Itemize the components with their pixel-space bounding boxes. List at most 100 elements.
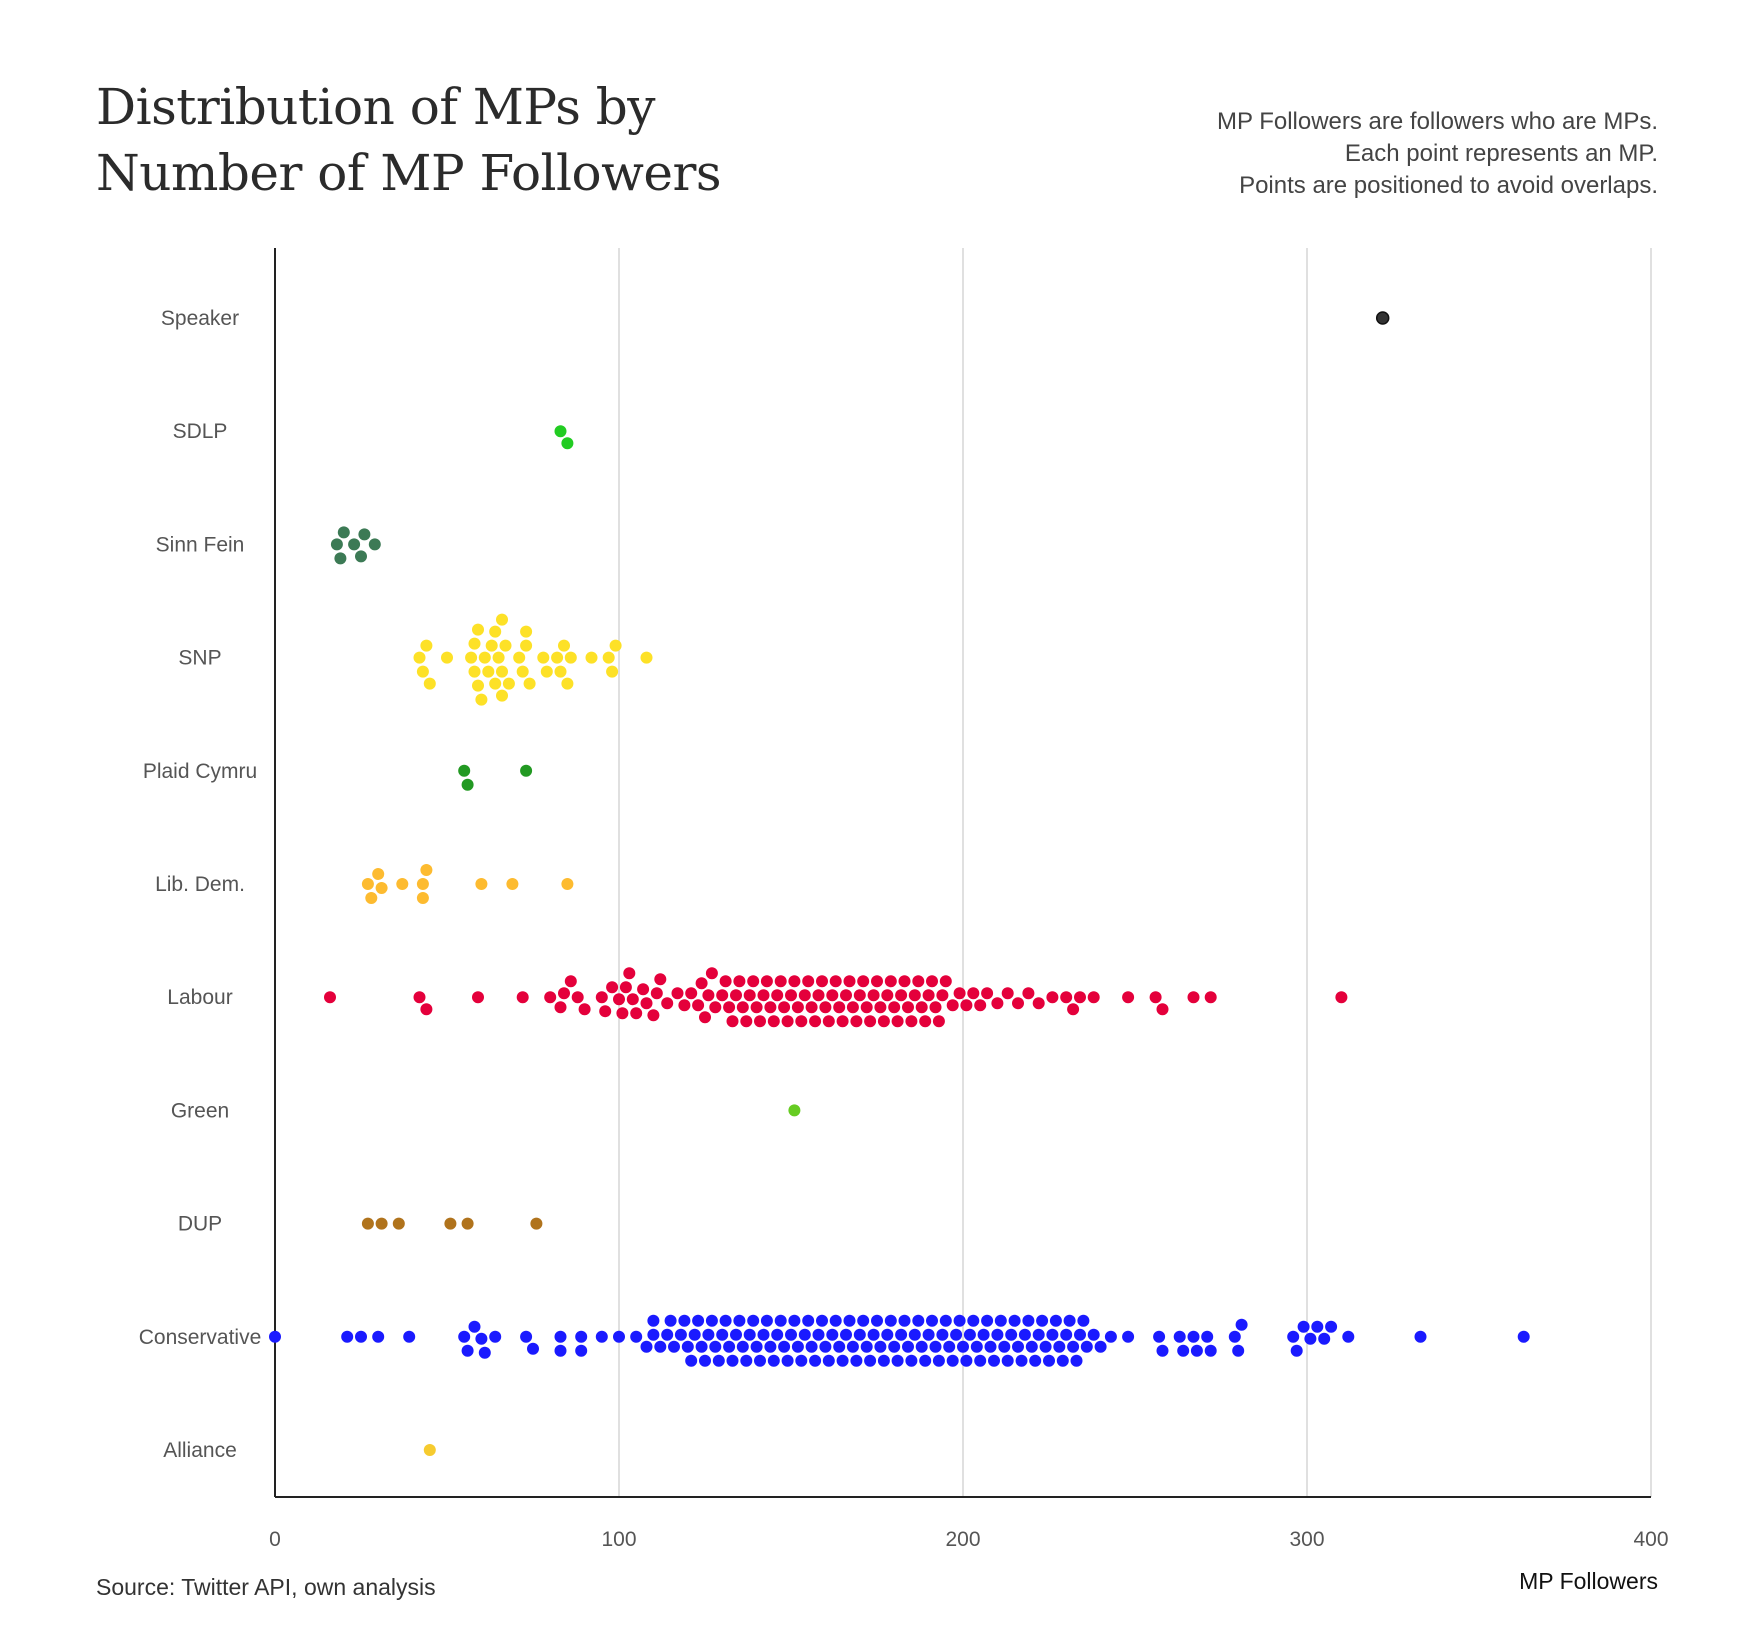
- data-point: [375, 882, 388, 894]
- data-point: [1063, 1314, 1076, 1327]
- category-label: Conservative: [139, 1326, 262, 1349]
- data-point: [757, 989, 770, 1002]
- data-point: [654, 973, 667, 986]
- note-line-2: Each point represents an MP.: [1344, 140, 1658, 167]
- data-point: [1122, 1330, 1135, 1343]
- data-point: [334, 552, 347, 565]
- data-point: [324, 991, 336, 1004]
- category-label: Plaid Cymru: [143, 760, 257, 783]
- data-point: [650, 987, 663, 1000]
- data-point: [981, 987, 994, 1000]
- data-point: [554, 425, 567, 438]
- data-point: [647, 1009, 660, 1022]
- data-point: [416, 892, 429, 904]
- data-point: [991, 1328, 1004, 1341]
- data-point: [857, 975, 870, 988]
- data-point: [946, 1354, 959, 1367]
- data-point: [1029, 1354, 1042, 1367]
- data-point: [957, 1340, 969, 1353]
- data-point: [898, 975, 911, 988]
- data-point: [730, 989, 742, 1002]
- data-point: [475, 878, 488, 890]
- data-point: [767, 1015, 780, 1028]
- data-point: [502, 677, 515, 690]
- data-point: [1025, 1340, 1038, 1353]
- data-point: [671, 987, 684, 1000]
- source-note: Source: Twitter API, own analysis: [96, 1574, 436, 1600]
- data-point: [375, 1217, 388, 1230]
- data-point: [919, 1015, 932, 1028]
- data-point: [723, 1001, 736, 1014]
- data-point: [1087, 1328, 1100, 1341]
- data-point: [905, 1015, 918, 1028]
- data-point: [458, 764, 471, 777]
- data-point: [1001, 987, 1014, 1000]
- data-point: [468, 665, 481, 678]
- chart-notes: MP Followers are followers who are MPs. …: [1217, 106, 1658, 202]
- data-point: [864, 1354, 877, 1367]
- data-point: [1149, 991, 1162, 1004]
- data-point: [785, 1328, 797, 1341]
- data-point: [558, 639, 570, 652]
- data-point: [750, 1340, 763, 1353]
- data-point: [809, 1354, 822, 1367]
- data-point: [695, 977, 708, 990]
- data-point: [829, 1314, 842, 1327]
- data-point: [341, 1330, 354, 1343]
- data-point: [740, 1015, 753, 1028]
- data-point: [736, 1340, 749, 1353]
- data-point: [578, 1003, 591, 1016]
- data-point: [705, 967, 718, 980]
- data-point: [898, 1314, 911, 1327]
- data-point: [902, 1001, 914, 1014]
- data-point: [981, 1314, 994, 1327]
- data-point: [974, 999, 987, 1012]
- data-point: [812, 1328, 825, 1341]
- data-point: [743, 989, 756, 1002]
- data-point: [884, 975, 897, 988]
- data-point: [915, 1001, 928, 1014]
- data-point: [791, 1340, 804, 1353]
- data-point: [895, 989, 908, 1002]
- data-point: [1060, 991, 1073, 1004]
- data-point: [740, 1354, 753, 1367]
- data-point: [420, 639, 433, 652]
- data-point: [1204, 991, 1217, 1004]
- data-point: [908, 1328, 921, 1341]
- data-point: [953, 1314, 966, 1327]
- data-point: [654, 1340, 667, 1353]
- data-point: [540, 665, 553, 678]
- data-point: [822, 1354, 835, 1367]
- data-point: [1235, 1318, 1248, 1331]
- data-point: [1022, 1314, 1035, 1327]
- data-point: [926, 975, 938, 988]
- data-point: [726, 1015, 739, 1028]
- data-point: [520, 639, 533, 652]
- data-point: [1067, 1340, 1080, 1353]
- data-point: [874, 1340, 887, 1353]
- data-point: [554, 1001, 567, 1014]
- data-point: [1325, 1320, 1338, 1333]
- data-point: [423, 1444, 436, 1456]
- data-point: [905, 1354, 918, 1367]
- data-point: [1056, 1354, 1069, 1367]
- data-point: [967, 1314, 980, 1327]
- data-point: [881, 1328, 894, 1341]
- data-point: [781, 1354, 794, 1367]
- data-point: [544, 991, 557, 1004]
- data-point: [819, 1340, 832, 1353]
- data-point: [850, 1354, 863, 1367]
- data-point: [1022, 987, 1035, 1000]
- data-point: [1287, 1330, 1300, 1343]
- data-point: [754, 1354, 766, 1367]
- data-point: [871, 1314, 883, 1327]
- data-point: [585, 651, 598, 664]
- data-point: [805, 1001, 818, 1014]
- data-point: [616, 1007, 629, 1020]
- data-point: [1318, 1332, 1331, 1345]
- data-point: [489, 625, 502, 638]
- data-point: [685, 1354, 698, 1367]
- data-point: [1077, 1314, 1090, 1327]
- data-point: [640, 1340, 653, 1353]
- data-point: [826, 1328, 839, 1341]
